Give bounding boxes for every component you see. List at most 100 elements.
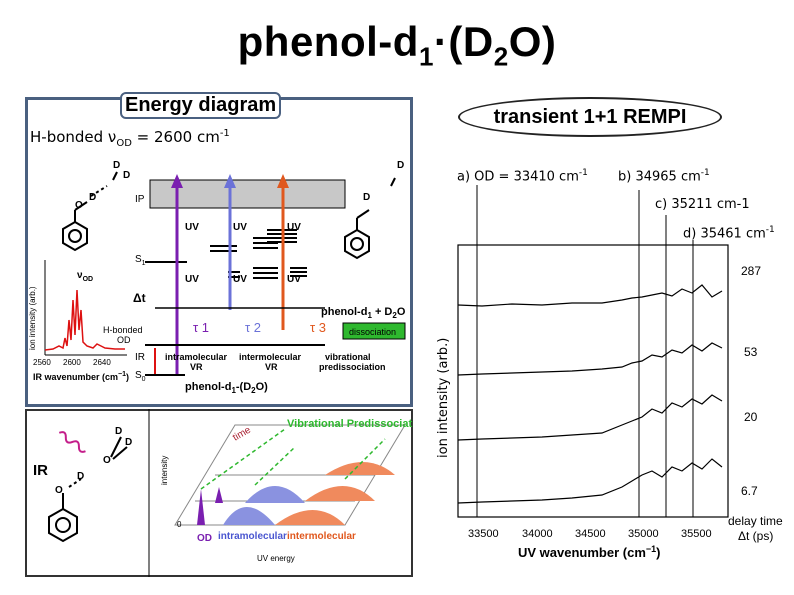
spectrum-trace-53 [457, 342, 723, 376]
delta-t-label: Δt [133, 291, 146, 305]
x-tick-label: 35000 [628, 528, 659, 540]
left-molecule-icon [62, 171, 118, 252]
vr-label: VR [265, 362, 278, 372]
intermolecular-band [325, 462, 395, 475]
spectrum-label-a: a) OD = 33410 cm-1 [457, 168, 588, 185]
uv-label: UV [185, 222, 199, 233]
spectrum-trace-6-7 [457, 458, 723, 504]
deuterium-atom-label: D [77, 471, 84, 482]
deuterium-atom-label: D [125, 437, 132, 448]
vod-label: νOD [77, 270, 93, 283]
energy-diagram-label: Energy diagram [120, 92, 282, 119]
product-label: phenol-d1 + D2O [321, 306, 406, 320]
uv-energy-label: UV energy [257, 554, 295, 563]
oxygen-atom-label: O [75, 200, 83, 211]
intermolecular-label: intermolecular [287, 531, 356, 542]
spectrum-label-b: b) 34965 cm-1 [618, 168, 710, 185]
ir-tick-label: 2560 [33, 358, 51, 367]
rempi-xlabel: UV wavenumber (cm−1) [518, 544, 660, 560]
deuterium-atom-label: D [89, 192, 96, 203]
ir-label: IR [33, 462, 48, 479]
x-tick-label: 33500 [468, 528, 499, 540]
vibrational-label: vibrational [325, 352, 371, 362]
time-axis-label: time [231, 424, 253, 443]
intermolecular-band [305, 486, 375, 501]
dissociation-label: dissociation [349, 327, 396, 337]
ir-wave-icon [58, 431, 86, 453]
level-stacks [210, 229, 307, 279]
ir-spectrum-xlabel: IR wavenumber (cm−1) [33, 371, 129, 382]
oxygen-atom-label: O [103, 455, 111, 466]
uv-label: UV [233, 274, 247, 285]
tau2-label: τ 2 [245, 320, 261, 335]
arrow-head-icon [171, 174, 183, 188]
intermolecular-label: intermolecular [239, 352, 302, 362]
right-molecule-icon [344, 177, 396, 260]
spectrum-trace-287 [457, 284, 723, 307]
vibrational-predissociation-frame [25, 409, 413, 577]
delay-time-unit: Δt (ps) [738, 529, 774, 543]
delay-label-53: 53 [744, 345, 758, 359]
intermolecular-band [275, 510, 345, 525]
delay-label-287: 287 [741, 264, 762, 278]
tau3-label: τ 3 [310, 320, 326, 335]
delay-time-title: delay time [728, 514, 783, 528]
ir-tick-label: 2640 [93, 358, 111, 367]
arrow-head-icon [277, 174, 289, 188]
uv-label: UV [287, 274, 301, 285]
tau1-label: τ 1 [193, 320, 209, 335]
od-peak [215, 487, 223, 503]
rempi-plot-frame [457, 244, 729, 518]
vibrational-predissociation-label: Vibrational Predissociation [287, 418, 413, 430]
oxygen-atom-label: O [55, 485, 63, 496]
zero-label: 0 [177, 520, 182, 529]
ir-label: IR [135, 352, 145, 363]
delay-label-20: 20 [744, 410, 758, 424]
od-peak [197, 489, 205, 525]
intramolecular-label: intramolecular [165, 352, 228, 362]
od-label: OD [197, 533, 212, 544]
s1-label: S1 [135, 254, 146, 267]
od-label: OD [117, 335, 131, 345]
spectrum-label-d: d) 35461 cm-1 [683, 225, 775, 242]
complex-label: phenol-d1-(D2O) [185, 381, 268, 395]
ip-label: IP [135, 194, 145, 205]
hbonded-frequency-label: H-bonded νOD = 2600 cm-1 [30, 128, 230, 149]
dissociation-guides [200, 428, 386, 490]
x-tick-label: 35500 [681, 528, 712, 540]
x-tick-label: 34000 [522, 528, 553, 540]
intramolecular-band [245, 486, 305, 503]
intramolecular-band [223, 507, 275, 525]
ir-tick-label: 2600 [63, 358, 81, 367]
rempi-label: transient 1+1 REMPI [458, 97, 722, 137]
intramolecular-label: intramolecular [218, 531, 287, 542]
spectrum-label-c: c) 35211 cm-1 [655, 197, 750, 212]
predissociation-label: predissociation [319, 362, 386, 372]
dissociation-box [342, 322, 406, 340]
delay-label-6-7: 6.7 [741, 484, 758, 498]
deuterium-atom-label: D [113, 160, 120, 171]
ionization-band [149, 179, 346, 209]
vr-label: VR [190, 362, 203, 372]
rempi-ylabel: ion intensity (arb.) [436, 337, 451, 458]
intensity-axis-label: intensity [160, 456, 169, 485]
arrow-head-icon [224, 174, 236, 188]
ir-spectrum-ylabel: ion intensity (arb.) [28, 286, 37, 350]
spectrum-trace-20 [457, 394, 723, 441]
deuterium-atom-label: D [363, 192, 370, 203]
uv-label: UV [185, 274, 199, 285]
x-tick-label: 34500 [575, 528, 606, 540]
hbonded-od-label: H-bonded [103, 325, 143, 335]
uv-label: UV [287, 222, 301, 233]
uv-label: UV [233, 222, 247, 233]
energy-level-diagram: O D D D D D IP S1 UV UV UV UV UV UV Δt τ… [28, 160, 406, 395]
deuterium-atom-label: D [123, 170, 130, 181]
rempi-spectra: 33500 34000 34500 35000 35500 UV wavenum… [457, 185, 729, 560]
deuterium-atom-label: D [397, 160, 404, 171]
deuterium-atom-label: D [115, 426, 122, 437]
phenol-molecule-icon [48, 436, 128, 543]
page-title: phenol-d1·(D2O) [237, 18, 557, 72]
vibrational-predissociation-diagram: IR D D O D O time Vibrational Predissoci… [33, 409, 413, 577]
s0-label: S0 [135, 370, 146, 383]
ir-spectrum-trace [44, 289, 125, 351]
